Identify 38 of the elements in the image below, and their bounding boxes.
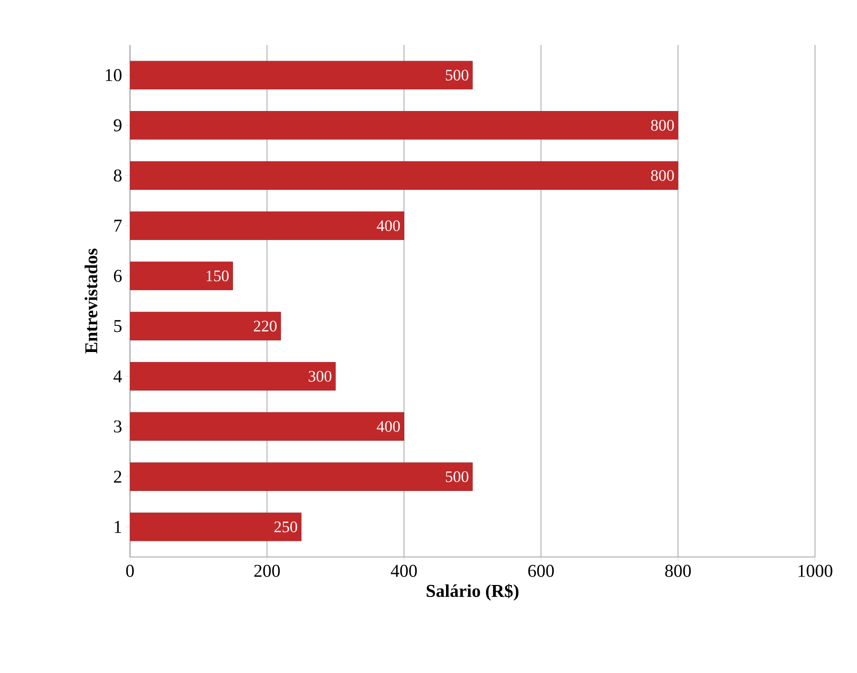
x-tick-label: 600 [528, 564, 554, 577]
data-label: 220 [254, 320, 277, 332]
y-tick-label: 10 [106, 69, 122, 82]
y-tick-label: 2 [114, 470, 122, 483]
x-tick-label: 200 [254, 564, 280, 577]
y-tick-label: 9 [114, 119, 122, 132]
x-tick-label: 800 [665, 564, 691, 577]
bar [130, 262, 233, 290]
data-label: 300 [308, 370, 332, 382]
bar [130, 512, 302, 542]
bar [130, 412, 404, 441]
bar [130, 362, 336, 391]
data-label: 800 [651, 170, 674, 181]
y-tick-label: 7 [114, 220, 122, 232]
bar [130, 211, 404, 240]
bar [130, 111, 678, 140]
bar [130, 312, 281, 340]
bar [130, 462, 473, 491]
x-tick-label: 400 [390, 564, 417, 577]
data-label: 400 [376, 421, 400, 432]
data-label: 500 [446, 471, 468, 482]
bar [130, 161, 678, 190]
y-tick-label: 8 [114, 169, 122, 182]
y-tick-label: 4 [114, 370, 122, 382]
y-tick-label: 5 [114, 320, 122, 332]
x-tick-label: 0 [126, 564, 134, 577]
y-tick-label: 6 [114, 270, 122, 282]
x-axis-title: Salário (R$) [426, 584, 518, 601]
y-tick-label: 3 [114, 420, 122, 433]
y-axis-title: Entrevistados [84, 248, 98, 354]
data-label: 250 [274, 521, 298, 532]
bar [130, 60, 473, 90]
data-label: 400 [376, 220, 400, 232]
y-tick-label: 1 [114, 520, 122, 533]
data-label: 500 [446, 70, 468, 81]
data-label: 150 [206, 270, 229, 282]
data-label: 800 [651, 120, 674, 131]
x-tick-label: 1000 [798, 564, 832, 577]
